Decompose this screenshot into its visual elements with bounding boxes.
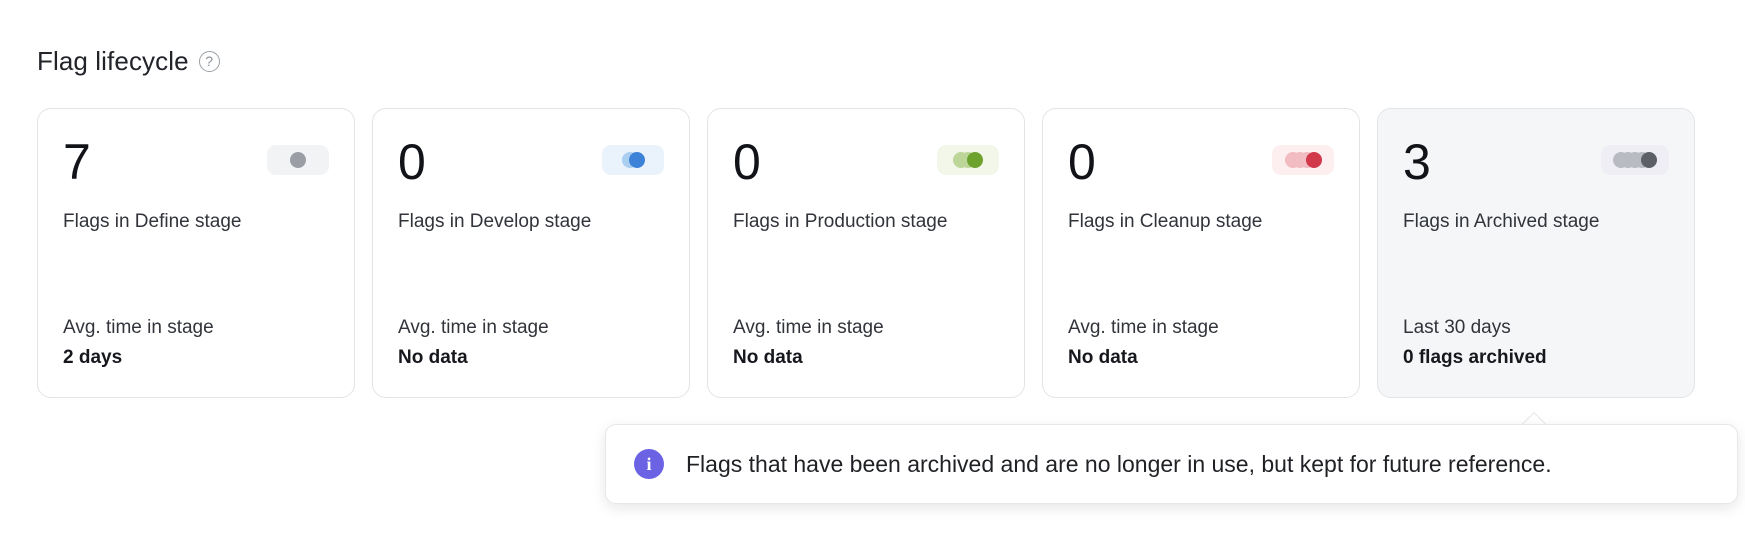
card-footer: Avg. time in stage No data bbox=[1068, 313, 1334, 373]
tooltip-text: Flags that have been archived and are no… bbox=[686, 451, 1552, 477]
card-footer-label: Last 30 days bbox=[1403, 317, 1511, 338]
card-top: 0 bbox=[398, 135, 664, 195]
card-value: 3 bbox=[1403, 134, 1431, 190]
stage-dots-icon bbox=[621, 152, 645, 168]
card-footer: Last 30 days 0 flags archived bbox=[1403, 313, 1669, 373]
stage-dots-icon bbox=[1284, 152, 1322, 168]
card-label: Flags in Production stage bbox=[733, 211, 948, 232]
card-footer-value: No data bbox=[1068, 347, 1138, 368]
card-footer-value: 0 flags archived bbox=[1403, 347, 1547, 368]
question-mark-circle-icon[interactable]: ? bbox=[198, 50, 220, 72]
card-footer-label: Avg. time in stage bbox=[63, 317, 214, 338]
card-top: 0 bbox=[1068, 135, 1334, 195]
card-label: Flags in Define stage bbox=[63, 211, 242, 232]
card-value: 0 bbox=[398, 134, 426, 190]
card-footer-label: Avg. time in stage bbox=[1068, 317, 1219, 338]
card-label: Flags in Develop stage bbox=[398, 211, 592, 232]
card-top: 3 bbox=[1403, 135, 1669, 195]
card-footer-value: 2 days bbox=[63, 347, 123, 368]
stage-progress-badge bbox=[267, 145, 329, 175]
lifecycle-card[interactable]: 0 Flags in Cleanup stage Avg. time in stag… bbox=[1042, 108, 1360, 398]
lifecycle-cards-row: 7 Flags in Define stage Avg. time in stage… bbox=[37, 108, 1695, 398]
stage-dots-icon bbox=[1613, 152, 1657, 168]
section-header: Flag lifecycle ? bbox=[37, 46, 220, 76]
card-value: 0 bbox=[733, 134, 761, 190]
card-label: Flags in Archived stage bbox=[1403, 211, 1600, 232]
card-footer: Avg. time in stage 2 days bbox=[63, 313, 329, 373]
card-footer-value: No data bbox=[733, 347, 803, 368]
card-footer-label: Avg. time in stage bbox=[733, 317, 884, 338]
lifecycle-card[interactable]: 7 Flags in Define stage Avg. time in stage… bbox=[37, 108, 355, 398]
card-footer: Avg. time in stage No data bbox=[398, 313, 664, 373]
card-top: 7 bbox=[63, 135, 329, 195]
stage-dots-icon bbox=[953, 152, 983, 168]
stage-progress-badge bbox=[602, 145, 664, 175]
stage-progress-badge bbox=[937, 145, 999, 175]
lifecycle-card[interactable]: 0 Flags in Production stage Avg. time in s… bbox=[707, 108, 1025, 398]
stage-progress-badge bbox=[1601, 145, 1669, 175]
lifecycle-card[interactable]: 0 Flags in Develop stage Avg. time in stag… bbox=[372, 108, 690, 398]
card-footer-value: No data bbox=[398, 347, 468, 368]
card-value: 7 bbox=[63, 134, 91, 190]
stage-progress-badge bbox=[1272, 145, 1334, 175]
card-value: 0 bbox=[1068, 134, 1096, 190]
lifecycle-card[interactable]: 3 Flags in Archived stage Last 30 days 0 fl… bbox=[1377, 108, 1695, 398]
archived-stage-tooltip: i Flags that have been archived and are … bbox=[605, 424, 1738, 504]
page-title: Flag lifecycle bbox=[37, 46, 189, 76]
card-footer-label: Avg. time in stage bbox=[398, 317, 549, 338]
card-top: 0 bbox=[733, 135, 999, 195]
card-footer: Avg. time in stage No data bbox=[733, 313, 999, 373]
card-label: Flags in Cleanup stage bbox=[1068, 211, 1263, 232]
info-circle-icon: i bbox=[634, 449, 664, 479]
stage-dots-icon bbox=[290, 152, 306, 168]
